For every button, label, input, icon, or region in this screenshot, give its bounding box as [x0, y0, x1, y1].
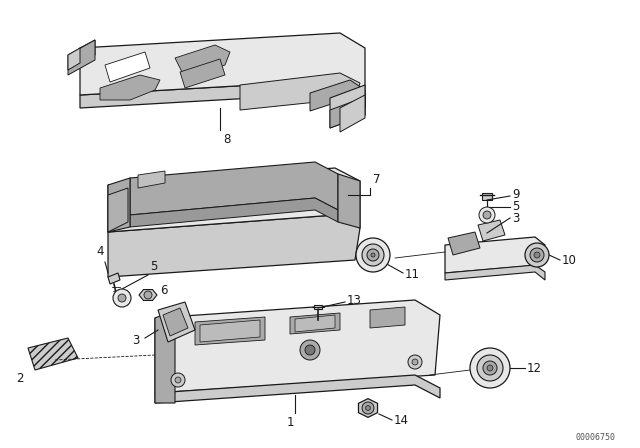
Polygon shape [448, 232, 480, 255]
Text: 14: 14 [394, 414, 409, 427]
Circle shape [477, 355, 503, 381]
Text: 5: 5 [512, 201, 520, 214]
Text: 13: 13 [347, 294, 362, 307]
Text: 8: 8 [223, 133, 230, 146]
Polygon shape [314, 305, 322, 309]
Circle shape [479, 207, 495, 223]
Polygon shape [295, 315, 335, 332]
Polygon shape [340, 95, 365, 132]
Polygon shape [330, 97, 365, 128]
Circle shape [408, 355, 422, 369]
Text: 4: 4 [96, 245, 104, 258]
Polygon shape [195, 317, 265, 345]
Polygon shape [482, 193, 492, 200]
Polygon shape [180, 59, 225, 88]
Text: 7: 7 [373, 173, 381, 186]
Polygon shape [200, 320, 260, 342]
Circle shape [171, 373, 185, 387]
Text: 00006750: 00006750 [575, 433, 615, 442]
Circle shape [118, 294, 126, 302]
Polygon shape [80, 40, 95, 63]
Polygon shape [80, 80, 365, 108]
Polygon shape [108, 215, 360, 277]
Text: 10: 10 [562, 254, 577, 267]
Circle shape [483, 361, 497, 375]
Polygon shape [478, 220, 505, 241]
Polygon shape [445, 265, 545, 280]
Polygon shape [68, 48, 80, 70]
Circle shape [470, 348, 510, 388]
Polygon shape [100, 75, 160, 100]
Text: 3: 3 [512, 211, 520, 224]
Polygon shape [155, 375, 440, 403]
Circle shape [362, 244, 384, 266]
Circle shape [300, 340, 320, 360]
Circle shape [487, 365, 493, 371]
Polygon shape [330, 85, 365, 128]
Circle shape [362, 402, 374, 414]
Circle shape [525, 243, 549, 267]
Text: 1: 1 [286, 416, 294, 429]
Polygon shape [130, 162, 338, 215]
Polygon shape [68, 40, 95, 75]
Polygon shape [108, 178, 130, 232]
Polygon shape [338, 174, 360, 228]
Polygon shape [138, 171, 165, 188]
Polygon shape [130, 198, 338, 227]
Polygon shape [155, 310, 175, 403]
Text: 6: 6 [160, 284, 168, 297]
Text: 12: 12 [527, 362, 542, 375]
Circle shape [144, 291, 152, 299]
Circle shape [356, 238, 390, 272]
Text: 5: 5 [150, 260, 157, 273]
Circle shape [371, 253, 375, 257]
Polygon shape [28, 338, 78, 370]
Polygon shape [290, 313, 340, 334]
Polygon shape [105, 52, 150, 82]
Polygon shape [108, 168, 360, 232]
Polygon shape [310, 80, 365, 111]
Polygon shape [108, 188, 128, 232]
Polygon shape [240, 73, 360, 110]
Circle shape [113, 289, 131, 307]
Circle shape [367, 249, 379, 261]
Text: 9: 9 [512, 189, 520, 202]
Polygon shape [445, 237, 545, 273]
Polygon shape [358, 399, 378, 418]
Polygon shape [158, 302, 195, 342]
Text: 11: 11 [405, 268, 420, 281]
Circle shape [305, 345, 315, 355]
Polygon shape [80, 33, 365, 95]
Circle shape [530, 248, 544, 262]
Polygon shape [139, 289, 157, 301]
Polygon shape [163, 308, 188, 336]
Polygon shape [108, 273, 120, 284]
Polygon shape [370, 307, 405, 328]
Polygon shape [155, 300, 440, 393]
Circle shape [365, 405, 371, 410]
Circle shape [412, 359, 418, 365]
Text: 3: 3 [132, 333, 140, 346]
Circle shape [483, 211, 491, 219]
Text: 2: 2 [16, 372, 24, 385]
Circle shape [534, 252, 540, 258]
Polygon shape [175, 45, 230, 78]
Circle shape [175, 377, 181, 383]
